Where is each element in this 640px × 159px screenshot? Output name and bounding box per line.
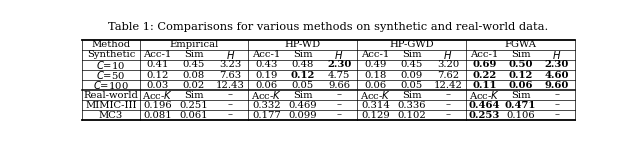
Text: Sim: Sim [402, 50, 422, 59]
Text: 4.60: 4.60 [545, 71, 569, 80]
Text: 0.03: 0.03 [147, 81, 169, 90]
Text: 12.43: 12.43 [216, 81, 244, 90]
Text: 0.06: 0.06 [364, 81, 387, 90]
Text: –: – [228, 91, 233, 100]
Text: 0.081: 0.081 [143, 111, 172, 120]
Text: $C$=10: $C$=10 [96, 59, 125, 71]
Text: 0.06: 0.06 [508, 81, 533, 90]
Text: Acc-1: Acc-1 [252, 50, 281, 59]
Text: 2.30: 2.30 [327, 60, 351, 69]
Text: 3.23: 3.23 [219, 60, 241, 69]
Text: 0.41: 0.41 [147, 60, 169, 69]
Text: 0.22: 0.22 [472, 71, 497, 80]
Text: Table 1: Comparisons for various methods on synthetic and real-world data.: Table 1: Comparisons for various methods… [108, 21, 548, 31]
Text: $C$=100: $C$=100 [93, 79, 129, 91]
Text: 0.061: 0.061 [180, 111, 208, 120]
Text: 0.471: 0.471 [505, 101, 536, 110]
Text: HP-WD: HP-WD [285, 40, 321, 49]
Text: –: – [337, 91, 342, 100]
Text: 0.464: 0.464 [468, 101, 500, 110]
Text: 0.196: 0.196 [143, 101, 172, 110]
Text: –: – [445, 91, 451, 100]
Text: Acc-1: Acc-1 [470, 50, 499, 59]
Text: –: – [554, 101, 559, 110]
Text: –: – [445, 111, 451, 120]
Text: 9.60: 9.60 [545, 81, 569, 90]
Text: 0.48: 0.48 [292, 60, 314, 69]
Text: $H$: $H$ [226, 49, 235, 61]
Text: 0.177: 0.177 [252, 111, 281, 120]
Text: Acc-$K$: Acc-$K$ [468, 89, 500, 101]
Text: Empirical: Empirical [170, 40, 219, 49]
Text: Synthetic: Synthetic [87, 50, 135, 59]
Text: 0.49: 0.49 [364, 60, 387, 69]
Text: 0.50: 0.50 [508, 60, 533, 69]
Text: Acc-$K$: Acc-$K$ [360, 89, 391, 101]
Text: 0.11: 0.11 [472, 81, 497, 90]
Text: 0.18: 0.18 [364, 71, 387, 80]
Text: 2.30: 2.30 [545, 60, 569, 69]
Text: Method: Method [92, 40, 131, 49]
Text: –: – [554, 111, 559, 120]
Text: 0.12: 0.12 [508, 71, 532, 80]
Text: MIMIC-III: MIMIC-III [85, 101, 137, 110]
Text: –: – [228, 111, 233, 120]
Text: Sim: Sim [402, 91, 422, 100]
Text: Sim: Sim [293, 50, 313, 59]
Text: 0.129: 0.129 [361, 111, 390, 120]
Text: 0.69: 0.69 [472, 60, 497, 69]
Text: Sim: Sim [184, 91, 204, 100]
Text: $H$: $H$ [552, 49, 561, 61]
Text: $H$: $H$ [335, 49, 344, 61]
Text: 0.05: 0.05 [292, 81, 314, 90]
Text: 0.469: 0.469 [289, 101, 317, 110]
Text: –: – [337, 111, 342, 120]
Text: 0.02: 0.02 [183, 81, 205, 90]
Text: 3.20: 3.20 [437, 60, 459, 69]
Text: 0.09: 0.09 [401, 71, 423, 80]
Text: 0.12: 0.12 [147, 71, 169, 80]
Text: 12.42: 12.42 [433, 81, 463, 90]
Text: 0.06: 0.06 [255, 81, 278, 90]
Text: 0.332: 0.332 [252, 101, 281, 110]
Text: 0.05: 0.05 [401, 81, 423, 90]
Text: 0.12: 0.12 [291, 71, 315, 80]
Text: Acc-$K$: Acc-$K$ [251, 89, 282, 101]
Text: $C$=50: $C$=50 [96, 69, 125, 81]
Text: 0.253: 0.253 [468, 111, 500, 120]
Text: 7.62: 7.62 [437, 71, 459, 80]
Text: 0.106: 0.106 [506, 111, 535, 120]
Text: 0.251: 0.251 [180, 101, 209, 110]
Text: 4.75: 4.75 [328, 71, 350, 80]
Text: –: – [445, 101, 451, 110]
Text: Acc-1: Acc-1 [361, 50, 390, 59]
Text: 0.336: 0.336 [397, 101, 426, 110]
Text: Acc-1: Acc-1 [143, 50, 172, 59]
Text: 0.099: 0.099 [289, 111, 317, 120]
Text: FGWA: FGWA [504, 40, 536, 49]
Text: MC3: MC3 [99, 111, 123, 120]
Text: Sim: Sim [184, 50, 204, 59]
Text: –: – [228, 101, 233, 110]
Text: –: – [337, 101, 342, 110]
Text: 0.19: 0.19 [255, 71, 278, 80]
Text: 7.63: 7.63 [219, 71, 241, 80]
Text: Acc-$K$: Acc-$K$ [142, 89, 173, 101]
Text: –: – [554, 91, 559, 100]
Text: Sim: Sim [293, 91, 313, 100]
Text: 0.102: 0.102 [397, 111, 426, 120]
Text: Sim: Sim [511, 50, 531, 59]
Text: Real-world: Real-world [84, 91, 138, 100]
Text: 0.314: 0.314 [361, 101, 390, 110]
Text: 0.45: 0.45 [183, 60, 205, 69]
Text: $H$: $H$ [444, 49, 452, 61]
Text: 0.45: 0.45 [401, 60, 423, 69]
Text: HP-GWD: HP-GWD [389, 40, 434, 49]
Text: 0.08: 0.08 [183, 71, 205, 80]
Text: Sim: Sim [511, 91, 531, 100]
Text: 9.66: 9.66 [328, 81, 350, 90]
Text: 0.43: 0.43 [255, 60, 278, 69]
